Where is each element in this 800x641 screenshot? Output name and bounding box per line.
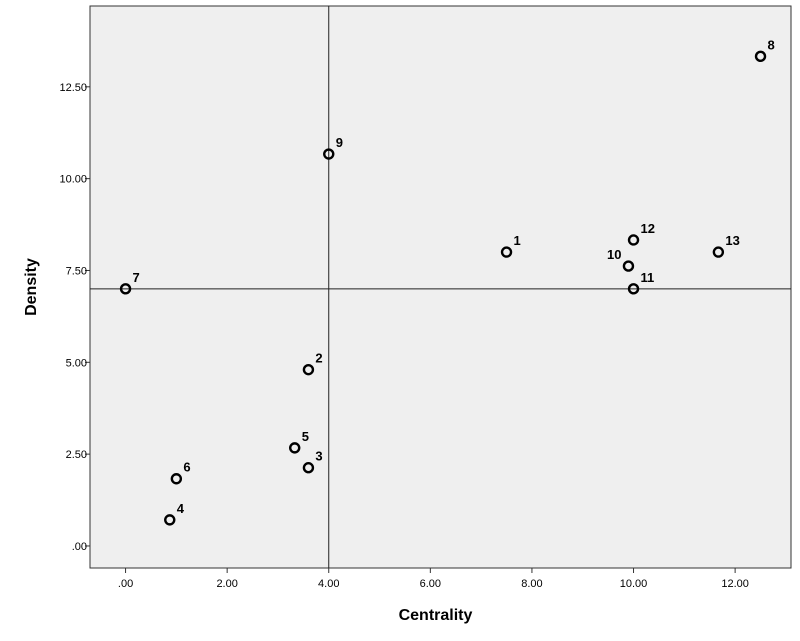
x-tick-label: 8.00 — [521, 578, 542, 590]
data-point-9 — [323, 148, 335, 160]
data-point-2 — [302, 363, 315, 376]
data-point-10 — [622, 260, 635, 272]
data-point-7 — [119, 283, 132, 295]
data-point-label-3: 3 — [315, 449, 322, 464]
data-point-label-6: 6 — [183, 460, 190, 475]
y-tick-label: 5.00 — [66, 357, 87, 369]
data-point-label-13: 13 — [725, 233, 739, 248]
data-point-4 — [164, 514, 176, 526]
y-tick-label: 10.00 — [59, 174, 87, 186]
data-point-8 — [754, 50, 767, 63]
data-point-label-11: 11 — [641, 270, 655, 285]
data-point-label-7: 7 — [133, 270, 140, 285]
x-tick-label: 10.00 — [620, 578, 648, 590]
reference-lines — [90, 6, 791, 568]
plot-area — [89, 5, 792, 569]
y-tick-label: .00 — [72, 541, 87, 553]
y-tick-label: 7.50 — [66, 265, 87, 277]
data-point-label-1: 1 — [514, 233, 521, 248]
data-point-label-9: 9 — [336, 135, 343, 150]
x-axis: .00 2.00 4.00 6.00 8.00 10.00 12.00 — [118, 568, 749, 590]
x-tick-label: .00 — [118, 578, 133, 590]
x-tick-label: 4.00 — [318, 578, 339, 590]
data-point-1 — [500, 246, 513, 258]
data-point-label-8: 8 — [768, 37, 775, 52]
data-point-12 — [627, 234, 640, 246]
data-point-label-5: 5 — [302, 429, 309, 444]
data-point-label-10: 10 — [607, 247, 621, 262]
x-tick-label: 2.00 — [216, 578, 237, 590]
y-axis: .00 2.50 5.00 7.50 10.00 12.50 — [59, 82, 90, 553]
data-point-label-12: 12 — [641, 221, 655, 236]
data-points — [119, 50, 767, 526]
data-point-6 — [170, 473, 183, 485]
data-point-label-4: 4 — [177, 501, 185, 516]
data-point-label-2: 2 — [315, 351, 322, 366]
data-point-11 — [627, 283, 640, 295]
x-tick-label: 6.00 — [420, 578, 441, 590]
y-tick-label: 12.50 — [59, 82, 87, 94]
y-axis-title: Density — [23, 258, 40, 316]
data-point-13 — [712, 246, 725, 258]
y-tick-label: 2.50 — [66, 449, 87, 461]
x-axis-title: Centrality — [399, 607, 473, 624]
data-point-3 — [302, 462, 315, 474]
data-point-5 — [289, 442, 301, 454]
x-tick-label: 12.00 — [721, 578, 749, 590]
